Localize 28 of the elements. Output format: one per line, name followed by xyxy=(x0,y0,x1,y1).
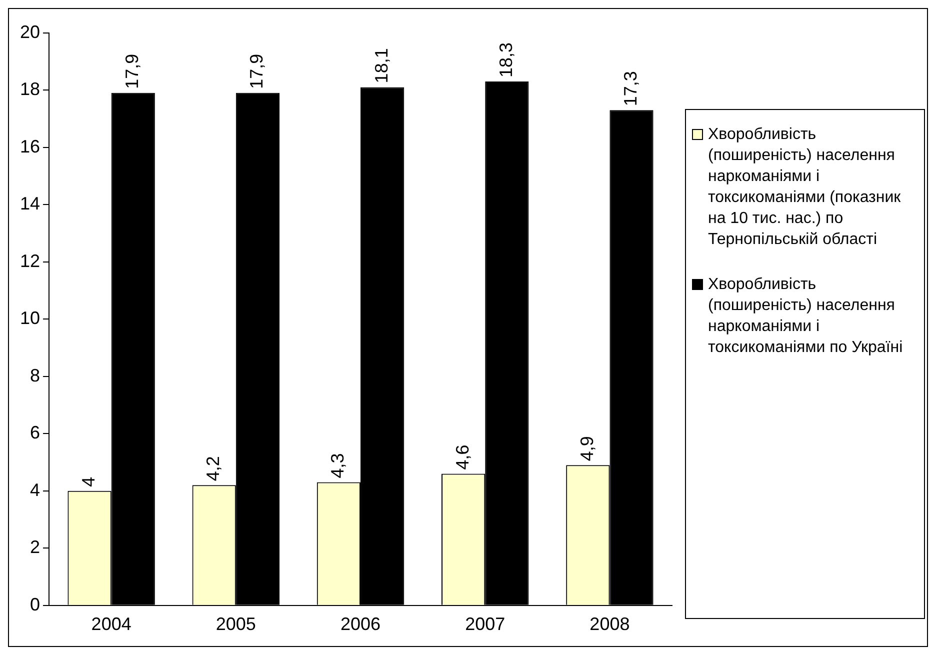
data-label: 18,3 xyxy=(496,42,516,78)
x-tick-label: 2005 xyxy=(216,614,256,634)
y-tick-label: 6 xyxy=(30,422,40,443)
data-label: 17,9 xyxy=(246,54,267,89)
x-tick-label: 2006 xyxy=(340,614,381,634)
data-label: 17,3 xyxy=(620,71,640,106)
data-label: 4,9 xyxy=(576,436,597,462)
y-tick-label: 16 xyxy=(20,136,40,156)
y-tick-label: 14 xyxy=(20,194,40,214)
y-tick-label: 10 xyxy=(20,308,40,328)
data-label: 4,2 xyxy=(203,456,224,482)
legend-label: Хворобливість (поширеність) населення наркоманіями і токсикоманіями по Україні xyxy=(708,275,904,358)
y-tick-label: 12 xyxy=(20,250,40,271)
data-label: 4,3 xyxy=(328,453,348,478)
data-label: 4,6 xyxy=(452,444,472,470)
x-tick-label: 2007 xyxy=(465,614,506,634)
y-tick-label: 0 xyxy=(30,594,40,614)
y-tick-label: 4 xyxy=(30,480,40,500)
legend-label: Хворобливість (поширеність) населення наркоманіями і токсикоманіями (показник на 10 тис. нас.) по Тернопільській області xyxy=(708,125,902,250)
y-tick-label: 18 xyxy=(20,79,40,100)
x-tick-label: 2004 xyxy=(91,614,132,634)
data-label: 18,1 xyxy=(371,48,392,84)
data-label: 4 xyxy=(78,476,98,487)
y-tick-label: 2 xyxy=(30,537,40,558)
x-tick-label: 2008 xyxy=(590,614,630,634)
y-tick-label: 20 xyxy=(20,22,40,42)
data-label: 17,9 xyxy=(122,54,142,89)
y-tick-label: 8 xyxy=(30,365,40,386)
